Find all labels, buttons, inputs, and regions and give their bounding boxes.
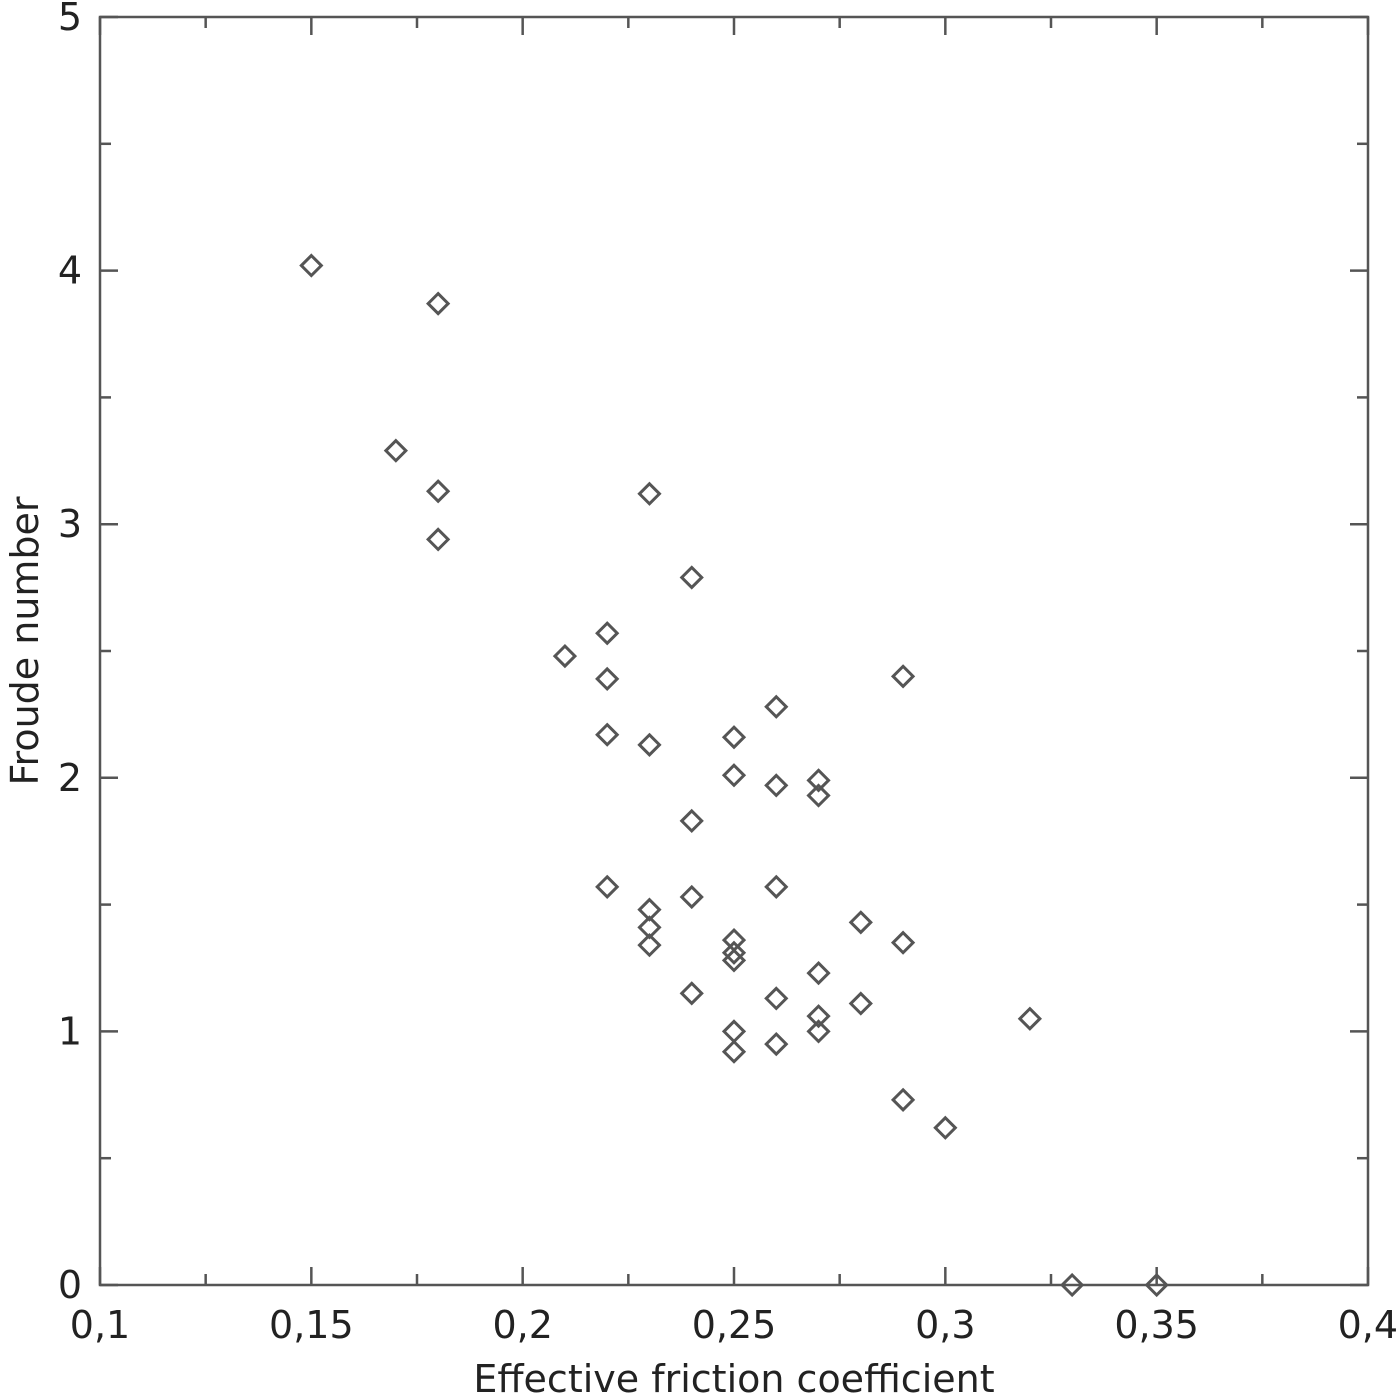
data-point bbox=[890, 1087, 916, 1112]
axis-ticks bbox=[98, 15, 1370, 1287]
data-point bbox=[721, 763, 747, 788]
x-tick-label: 0,2 bbox=[492, 1303, 552, 1347]
x-tick-labels: 0,1 0,15 0,2 0,25 0,3 0,35 0,4 bbox=[70, 1303, 1398, 1347]
y-tick-label: 5 bbox=[58, 0, 82, 39]
y-axis-label: Froude number bbox=[3, 496, 47, 785]
data-point bbox=[299, 253, 324, 278]
data-point bbox=[806, 960, 831, 986]
data-point bbox=[679, 884, 704, 910]
x-tick-label: 0,3 bbox=[915, 1303, 975, 1347]
data-point bbox=[890, 930, 916, 955]
x-tick-label: 0,25 bbox=[692, 1303, 777, 1347]
x-tick-label: 0,4 bbox=[1338, 1303, 1398, 1347]
y-tick-label: 3 bbox=[58, 502, 82, 546]
data-point bbox=[595, 874, 620, 899]
x-axis-label: Effective friction coefficient bbox=[473, 1357, 994, 1400]
data-point bbox=[1144, 1272, 1169, 1298]
y-tick-labels: 0 1 2 3 4 5 bbox=[58, 0, 82, 1307]
data-point bbox=[1017, 1006, 1042, 1031]
data-point bbox=[595, 621, 620, 646]
data-point bbox=[637, 915, 662, 940]
data-point bbox=[933, 1115, 958, 1140]
data-point bbox=[806, 1019, 831, 1044]
data-point bbox=[552, 643, 578, 669]
data-point bbox=[806, 1004, 831, 1029]
data-point bbox=[383, 438, 408, 463]
data-point bbox=[890, 664, 916, 689]
data-point bbox=[848, 910, 873, 935]
data-point bbox=[806, 768, 831, 793]
data-point bbox=[637, 732, 662, 757]
data-point bbox=[637, 897, 662, 922]
y-tick-label: 0 bbox=[58, 1263, 82, 1307]
data-point bbox=[764, 874, 789, 899]
data-point bbox=[426, 479, 451, 504]
data-point bbox=[595, 722, 620, 747]
y-tick-label: 4 bbox=[58, 249, 82, 293]
data-point bbox=[806, 783, 831, 808]
data-point bbox=[721, 948, 747, 973]
data-point bbox=[426, 527, 451, 552]
data-point bbox=[1060, 1272, 1085, 1298]
y-tick-label: 1 bbox=[58, 1009, 82, 1053]
data-point bbox=[721, 927, 747, 953]
data-point bbox=[595, 666, 620, 692]
x-tick-label: 0,1 bbox=[70, 1303, 130, 1347]
data-point bbox=[637, 933, 662, 958]
data-point bbox=[764, 694, 789, 719]
data-point bbox=[679, 565, 704, 590]
data-point bbox=[764, 1031, 789, 1057]
data-point bbox=[721, 940, 747, 965]
data-point bbox=[764, 773, 789, 798]
x-tick-label: 0,35 bbox=[1114, 1303, 1199, 1347]
plot-frame bbox=[98, 15, 1370, 1287]
data-point bbox=[721, 1039, 747, 1064]
data-point bbox=[679, 981, 704, 1006]
data-point bbox=[637, 481, 662, 506]
data-point bbox=[848, 991, 873, 1016]
y-tick-label: 2 bbox=[58, 756, 82, 800]
data-point bbox=[426, 291, 451, 316]
data-points bbox=[299, 253, 1169, 1298]
data-point bbox=[679, 808, 704, 834]
x-tick-label: 0,15 bbox=[269, 1303, 354, 1347]
data-point bbox=[721, 1019, 747, 1044]
data-point bbox=[721, 725, 747, 750]
data-point bbox=[764, 986, 789, 1011]
